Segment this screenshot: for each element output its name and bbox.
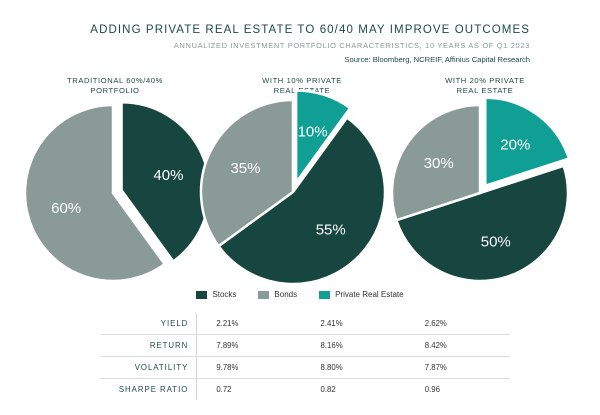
pie-3-slice-private-real-estate (484, 96, 571, 188)
metric-label: SHARPE RATIO (100, 378, 198, 400)
metric-label: RETURN (100, 334, 198, 357)
pie-1-label: TRADITIONAL 60%/40% PORTFOLIO (45, 76, 185, 96)
pie-3-label-bonds: 30% (424, 155, 454, 172)
table-cell: 2.21% (196, 313, 302, 335)
chart-source: Source: Bloomberg, NCREIF, Affinius Capi… (344, 55, 530, 64)
legend-label-bonds: Bonds (274, 290, 298, 299)
pie-3-label: WITH 20% PRIVATE REAL ESTATE (415, 76, 555, 96)
table-row: YIELD 2.21% 2.41% 2.62% (100, 313, 510, 335)
chart-subtitle: ANNUALIZED INVESTMENT PORTFOLIO CHARACTE… (173, 41, 530, 50)
table-cell: 0.96 (424, 385, 440, 394)
legend-item-stocks: Stocks (196, 290, 236, 299)
pie-2-slice-private-real-estate (294, 89, 352, 187)
metric-label: VOLATILITY (100, 356, 198, 379)
pie-1-label-bonds: 60% (51, 200, 81, 217)
chart-legend: Stocks Bonds Private Real Estate (0, 290, 600, 299)
table-cell: 2.41% (301, 313, 406, 335)
pie-2-label-bonds: 35% (230, 160, 260, 177)
pie-2-slice-stocks (216, 115, 387, 286)
table-row: SHARPE RATIO 0.72 0.82 0.96 (100, 378, 510, 400)
table-cell: 8.42% (405, 334, 510, 357)
pie-2-label-line-1: WITH 10% PRIVATE (262, 76, 342, 85)
pie-3-label-line-1: WITH 20% PRIVATE (445, 76, 525, 85)
pie-1-label-line-1: TRADITIONAL 60%/40% (67, 76, 163, 85)
table-row: RETURN 7.89% 8.16% 8.42% (100, 334, 510, 357)
table-cell: 0.72 (216, 385, 232, 394)
pie-3-slice-stocks (394, 164, 570, 283)
table-cell: 0.82 (320, 385, 336, 394)
metric-label: YIELD (100, 313, 198, 335)
legend-swatch-stocks (196, 290, 208, 299)
pie-1-label-line-2: PORTFOLIO (90, 86, 140, 95)
table-cell: 9.78% (196, 356, 302, 379)
pie-2-label-stocks: 55% (316, 222, 346, 239)
table-cell: 7.89% (196, 334, 302, 357)
pie-2-label-private-real-estate: 10% (298, 124, 328, 141)
legend-label-private-real-estate: Private Real Estate (335, 290, 404, 299)
pie-3-slice-bonds (390, 103, 482, 222)
table-cell: 8.16% (301, 334, 406, 357)
legend-swatch-bonds (258, 290, 270, 299)
legend-item-private-real-estate: Private Real Estate (319, 290, 404, 299)
pie-3-label-line-2: REAL ESTATE (456, 86, 514, 95)
table-cell: 8.80% (301, 356, 406, 379)
legend-label-stocks: Stocks (212, 290, 237, 299)
legend-swatch-private-real-estate (319, 290, 331, 299)
pie-1-slice-bonds (23, 103, 167, 283)
pie-1-label-stocks: 40% (153, 167, 183, 184)
pie-charts: 40% 60% 10% 55% 35% 20% 50% 30% (23, 89, 571, 286)
stats-table: YIELD 2.21% 2.41% 2.62% RETURN 7.89% 8.1… (100, 313, 510, 400)
table-cell: 7.87% (405, 356, 510, 379)
pie-3-label-private-real-estate: 20% (500, 136, 530, 153)
chart-title: ADDING PRIVATE REAL ESTATE TO 60/40 MAY … (90, 24, 530, 36)
pie-3-label-stocks: 50% (481, 234, 511, 251)
pie-2-slice-bonds (199, 98, 295, 248)
table-row: VOLATILITY 9.78% 8.80% 7.87% (100, 356, 510, 379)
legend-item-bonds: Bonds (258, 290, 297, 299)
table-cell: 2.62% (405, 313, 510, 335)
